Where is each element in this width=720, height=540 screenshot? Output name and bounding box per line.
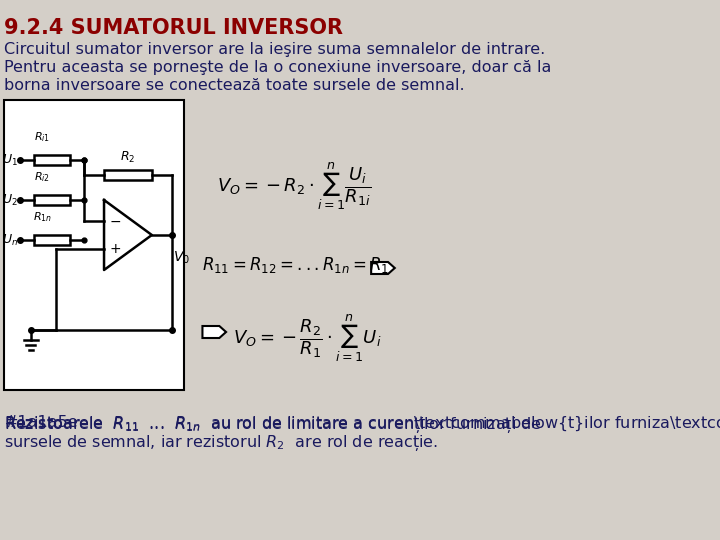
Text: $U_1$: $U_1$ <box>2 152 18 167</box>
Bar <box>35 235 70 245</box>
Text: borna inversoare se conectează toate sursele de semnal.: borna inversoare se conectează toate sur… <box>4 78 465 93</box>
Bar <box>104 170 152 180</box>
Text: $U_n$: $U_n$ <box>2 232 18 247</box>
Text: $R_{i2}$: $R_{i2}$ <box>34 170 50 184</box>
Text: $-$: $-$ <box>109 214 121 228</box>
Text: $R_{i1}$: $R_{i1}$ <box>34 130 50 144</box>
FancyArrow shape <box>371 262 395 274</box>
Text: Rezistoarele  $R_{11}$  ...  $R_{1n}$  au rol de limitare a curen\textcommabelow: Rezistoarele $R_{11}$ ... $R_{1n}$ au ro… <box>4 415 720 434</box>
FancyBboxPatch shape <box>4 100 184 390</box>
Text: Pentru aceasta se porneşte de la o conexiune inversoare, doar că la: Pentru aceasta se porneşte de la o conex… <box>4 60 552 75</box>
Text: Rezistoarele  $R_{11}$  ...  $R_{1n}$  au rol de limitare a curenților furnizați: Rezistoarele $R_{11}$ ... $R_{1n}$ au ro… <box>4 415 542 435</box>
Bar <box>35 195 70 205</box>
Text: $R_2$: $R_2$ <box>120 150 135 165</box>
Text: $V_0$: $V_0$ <box>174 250 190 266</box>
Bar <box>35 155 70 165</box>
Text: 9.2.4 SUMATORUL INVERSOR: 9.2.4 SUMATORUL INVERSOR <box>4 18 343 38</box>
Text: $+$: $+$ <box>109 242 121 256</box>
Text: $R_{11} = R_{12} = ...R_{1n} = R_1$: $R_{11} = R_{12} = ...R_{1n} = R_1$ <box>202 255 390 275</box>
FancyArrow shape <box>202 326 226 338</box>
Text: $R_{1n}$: $R_{1n}$ <box>32 210 52 224</box>
Text: $V_O = -\dfrac{R_2}{R_1} \cdot \sum_{i=1}^{n} U_i$: $V_O = -\dfrac{R_2}{R_1} \cdot \sum_{i=1… <box>233 312 382 363</box>
Text: $U_2$: $U_2$ <box>2 192 18 207</box>
Text: sursele de semnal, iar rezistorul $R_2$  are rol de reacție.: sursele de semnal, iar rezistorul $R_2$ … <box>4 433 438 453</box>
Text: #1a1a5e: #1a1a5e <box>4 415 78 430</box>
Text: Circuitul sumator inversor are la ieşire suma semnalelor de intrare.: Circuitul sumator inversor are la ieşire… <box>4 42 546 57</box>
Text: $V_O = -R_2 \cdot \sum_{i=1}^{n} \dfrac{U_i}{R_{1i}}$: $V_O = -R_2 \cdot \sum_{i=1}^{n} \dfrac{… <box>217 160 371 212</box>
